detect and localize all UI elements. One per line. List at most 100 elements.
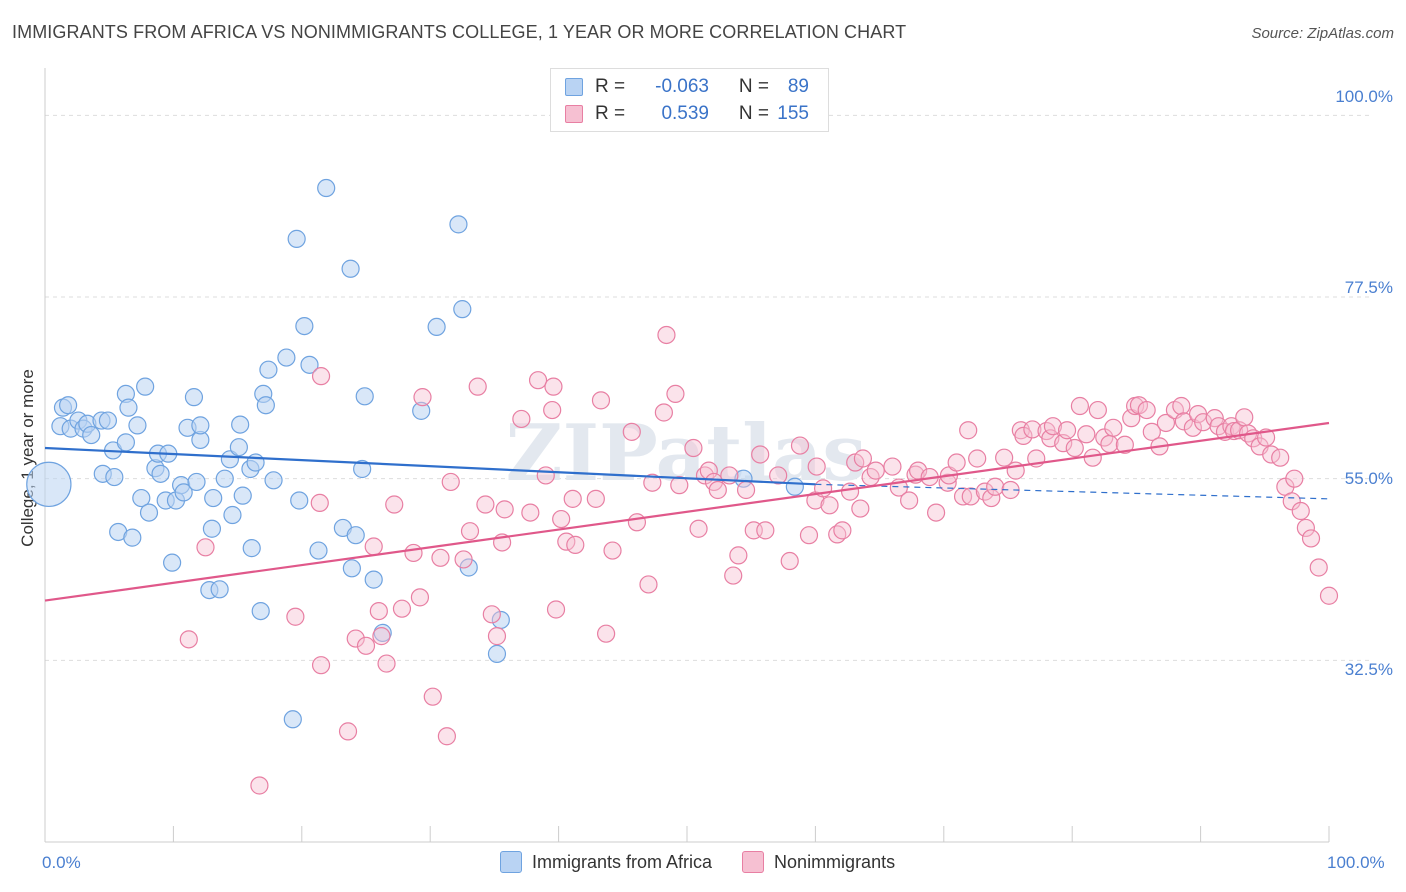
nonimmigrant-point xyxy=(566,535,585,554)
correlation-legend: R = -0.063 N = 89 R = 0.539 N = 155 xyxy=(550,68,829,132)
nonimmigrant-point xyxy=(1100,434,1119,454)
nonimmigrant-point xyxy=(807,457,826,476)
africa-point xyxy=(184,388,204,407)
africa-trend-line xyxy=(44,446,816,486)
africa-point xyxy=(98,411,118,430)
nonimmigrant-point xyxy=(1271,448,1290,467)
nonimmigrant-point xyxy=(968,449,987,468)
nonimmigrant-point xyxy=(437,727,456,746)
nonimmigrant-point xyxy=(756,521,775,540)
nonimmigrant-point xyxy=(986,477,1005,496)
africa-point xyxy=(283,710,302,729)
nonimmigrant-point xyxy=(250,776,269,795)
legend-item-nonimmigrants[interactable]: Nonimmigrants xyxy=(742,851,895,873)
nonimmigrant-point xyxy=(460,522,480,541)
nonimmigrant-point xyxy=(790,436,810,455)
nonimmigrant-point xyxy=(1301,529,1321,548)
africa-point xyxy=(59,396,78,415)
nonimmigrant-point xyxy=(521,503,540,522)
source-label: Source: ZipAtlas.com xyxy=(1251,25,1394,42)
nonimmigrant-point xyxy=(311,656,331,675)
r-value-africa: -0.063 xyxy=(655,76,709,97)
y-tick-label: 32.5% xyxy=(1344,660,1393,679)
nonimmigrant-point xyxy=(597,624,616,643)
nonimmigrant-point xyxy=(1023,420,1042,439)
nonimmigrant-point xyxy=(622,422,641,441)
nonimmigrant-point xyxy=(799,526,819,545)
nonimmigrant-point xyxy=(851,499,870,518)
nonimmigrant-point xyxy=(563,489,582,508)
nonimmigrant-point xyxy=(423,687,442,706)
nonimmigrant-point xyxy=(1235,408,1254,427)
nonimmigrant-point xyxy=(853,449,873,468)
nonimmigrant-point xyxy=(1172,396,1191,416)
africa-point xyxy=(123,528,142,547)
africa-point xyxy=(412,401,431,420)
africa-point xyxy=(139,503,159,522)
nonimmigrant-point xyxy=(684,438,703,458)
nonimmigrant-point xyxy=(995,448,1014,467)
nonimmigrant-point xyxy=(356,636,376,655)
africa-point xyxy=(151,464,170,483)
nonimmigrant-point xyxy=(310,493,329,513)
nonimmigrant-point xyxy=(544,377,563,396)
africa-point xyxy=(341,259,360,278)
nonimmigrant-point xyxy=(666,384,685,404)
nonimmigrant-point xyxy=(657,325,676,345)
nonimmigrant-point xyxy=(1309,558,1328,577)
legend-item-africa[interactable]: Immigrants from Africa xyxy=(500,851,712,873)
nonimmigrant-point xyxy=(736,480,756,500)
nonimmigrant-point xyxy=(1296,518,1315,538)
nonimmigrant-point xyxy=(1065,438,1084,458)
africa-point xyxy=(734,469,753,488)
n-value-nonimmigrants: 155 xyxy=(777,103,809,124)
africa-point xyxy=(309,541,328,560)
nonimmigrant-point xyxy=(900,491,919,510)
nonimmigrant-point xyxy=(961,487,980,506)
africa-point xyxy=(174,483,193,502)
africa-point xyxy=(287,229,306,248)
nonimmigrant-point xyxy=(769,466,788,485)
africa-point xyxy=(220,450,239,469)
africa-point xyxy=(231,415,250,434)
africa-point xyxy=(229,438,248,457)
nonimmigrant-point xyxy=(1174,412,1194,431)
africa-point xyxy=(210,580,229,599)
nonimmigrant-point xyxy=(413,388,432,407)
nonimmigrant-point xyxy=(639,575,658,594)
nonimmigrant-point xyxy=(512,409,531,429)
nonimmigrant-point xyxy=(536,466,555,485)
africa-point xyxy=(785,477,804,496)
nonimmigrant-point xyxy=(1057,421,1077,440)
legend-row-nonimmigrants: R = 0.539 N = 155 xyxy=(565,101,809,127)
nonimmigrant-point xyxy=(1137,400,1156,420)
africa-point xyxy=(317,178,336,198)
africa-point xyxy=(132,488,151,508)
nonimmigrant-point xyxy=(338,722,358,741)
nonimmigrant-point xyxy=(454,550,473,569)
nonimmigrant-point xyxy=(196,538,215,557)
nonimmigrant-point xyxy=(689,519,708,538)
nonimmigrant-point xyxy=(926,503,946,522)
africa-point xyxy=(264,471,283,490)
africa-point xyxy=(26,461,72,508)
africa-trend-extension xyxy=(815,483,1330,500)
nonimmigrant-point xyxy=(286,607,305,626)
africa-point xyxy=(487,644,507,663)
nonimmigrant-point xyxy=(179,630,198,649)
nonimmigrant-point xyxy=(729,546,748,565)
nonimmigrant-point xyxy=(833,521,852,540)
africa-point xyxy=(116,433,135,452)
nonimmigrant-point xyxy=(1083,448,1102,467)
africa-point xyxy=(223,505,242,525)
nonimmigrant-point xyxy=(959,421,978,440)
nonimmigrant-point xyxy=(528,371,548,390)
africa-point xyxy=(346,526,365,545)
nonimmigrant-point xyxy=(1142,422,1161,441)
africa-point xyxy=(353,459,372,479)
nonimmigrant-point xyxy=(586,489,605,508)
nonimmigrant-point xyxy=(1070,396,1090,416)
nonimmigrant-point xyxy=(947,453,966,472)
africa-point xyxy=(300,355,319,374)
